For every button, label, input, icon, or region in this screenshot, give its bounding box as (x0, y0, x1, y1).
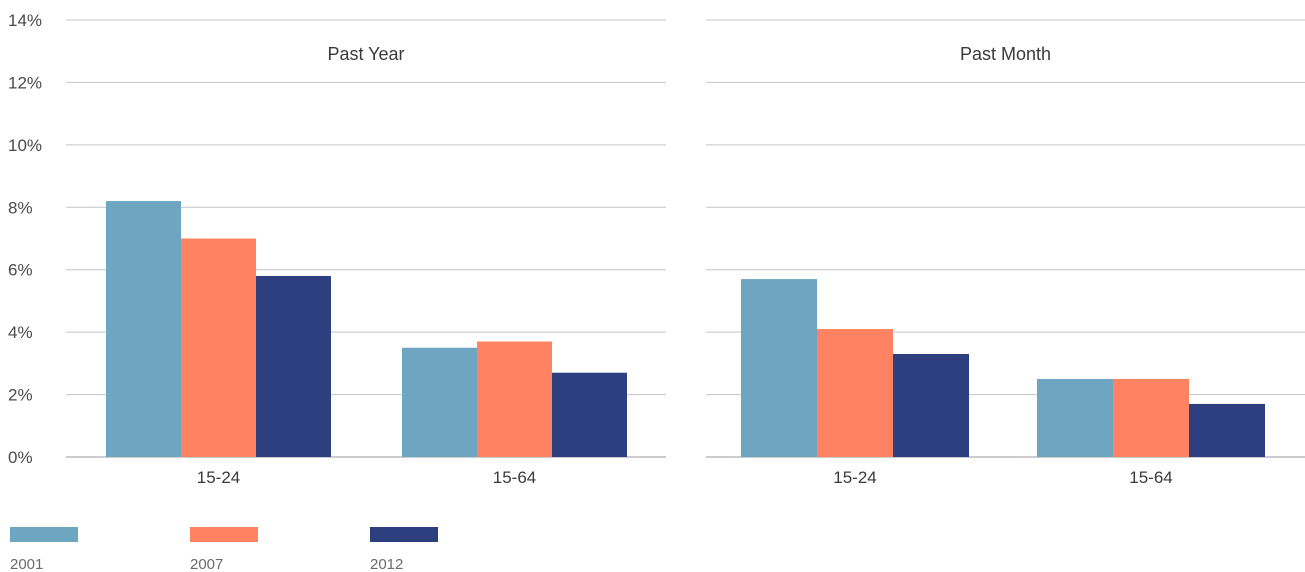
x-tick-label: 15-64 (1129, 468, 1172, 487)
bar-15-24-2007 (817, 329, 893, 457)
legend-label: 2001 (10, 556, 43, 572)
legend-label: 2007 (190, 556, 223, 572)
bar-15-24-2001 (106, 201, 181, 457)
bar-15-24-2012 (256, 275, 331, 457)
y-tick-label: 6% (8, 261, 33, 280)
y-tick-label: 10% (8, 136, 42, 155)
bar-15-64-2007 (1113, 378, 1189, 457)
y-tick-label: 8% (8, 198, 33, 217)
legend-swatch-2007 (190, 527, 258, 542)
y-tick-label: 0% (8, 448, 33, 467)
x-tick-label: 15-24 (833, 468, 876, 487)
bar-15-64-2012 (552, 372, 627, 457)
legend-swatch-2012 (370, 527, 438, 542)
bar-15-64-2001 (402, 347, 477, 457)
y-tick-label: 2% (8, 386, 33, 405)
y-tick-label: 12% (8, 73, 42, 92)
x-tick-label: 15-64 (493, 468, 536, 487)
legend-swatch-2001 (10, 527, 78, 542)
bar-15-64-2001 (1037, 378, 1113, 457)
bar-15-24-2012 (893, 353, 969, 457)
y-tick-label: 4% (8, 323, 33, 342)
bar-15-64-2012 (1189, 403, 1265, 457)
bar-15-24-2001 (741, 279, 817, 457)
bar-15-64-2007 (477, 341, 552, 457)
legend-label: 2012 (370, 556, 403, 572)
y-tick-label: 14% (8, 11, 42, 30)
x-tick-label: 15-24 (197, 468, 240, 487)
bar-15-24-2007 (181, 238, 256, 457)
panel-title: Past Month (960, 44, 1051, 64)
panel-title: Past Year (327, 44, 404, 64)
